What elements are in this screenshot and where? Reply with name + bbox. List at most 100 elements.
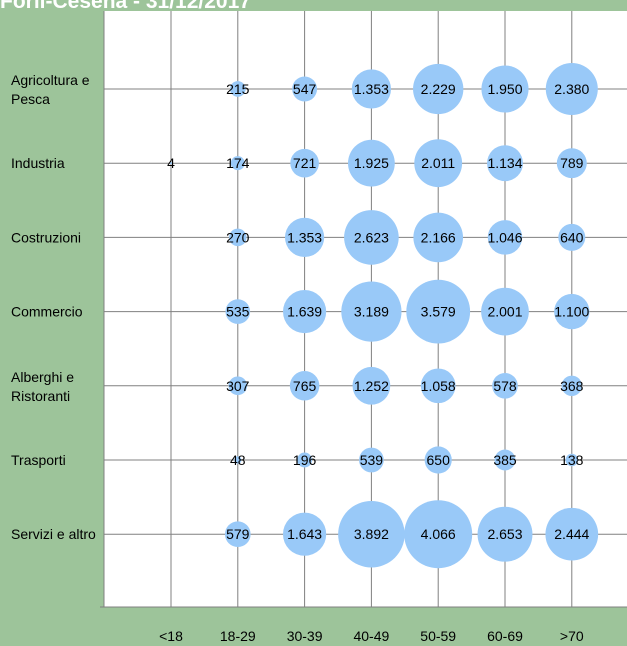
bubble-value-label: 138: [560, 452, 584, 468]
x-axis-label: 50-59: [420, 628, 456, 641]
bubble: [481, 287, 529, 336]
bubble: [297, 452, 313, 468]
bubble-value-label: 368: [560, 378, 584, 394]
bubble: [424, 446, 452, 474]
bubble-value-label: 721: [293, 155, 317, 171]
bubble-value-label: 2.229: [421, 81, 456, 97]
bubble: [348, 139, 395, 187]
bubble: [481, 65, 529, 113]
bubble-value-label: 789: [560, 155, 584, 171]
bubble: [545, 507, 599, 561]
bubble: [558, 223, 586, 251]
bubble-value-label: 539: [360, 452, 384, 468]
bubble: [413, 63, 464, 115]
bubble: [404, 500, 473, 569]
bubble-value-label: 1.100: [554, 304, 589, 320]
bubble-value-label: 640: [560, 229, 584, 245]
x-axis-labels: <18 18-29 30-39 40-49 50-59 60-69 >70: [159, 628, 584, 644]
bubble: [225, 299, 251, 324]
bubble: [359, 447, 384, 473]
bubble: [565, 453, 579, 467]
bubbles: [169, 62, 599, 569]
bubble-value-label: 1.353: [354, 81, 389, 97]
y-axis-label: Commercio: [11, 304, 83, 320]
bubble-value-label: 535: [226, 304, 250, 320]
bubble: [169, 162, 173, 165]
axes: [100, 11, 627, 608]
bubble: [351, 69, 392, 109]
bubble: [290, 148, 319, 178]
x-axis-label: 60-69: [487, 628, 523, 641]
bubble: [414, 139, 463, 188]
bubble-value-label: 196: [293, 452, 317, 468]
bubble: [561, 375, 583, 397]
bubble-value-label: 3.189: [354, 304, 389, 320]
bubble: [341, 281, 402, 342]
bubble-value-label: 3.892: [354, 526, 389, 542]
bubble: [224, 521, 251, 548]
bubble: [413, 212, 464, 263]
bubble-value-label: 650: [427, 452, 451, 468]
bubble-value-label: 48: [230, 452, 246, 468]
bubble: [477, 506, 533, 562]
bubble: [487, 220, 523, 255]
y-axis-label: Trasporti: [11, 452, 66, 468]
chart-title: Forlì-Cesena - 31/12/2017: [0, 0, 251, 13]
bubble: [230, 156, 245, 171]
bubble-value-label: 1.252: [354, 378, 389, 394]
bubble-value-label: 1.643: [287, 526, 322, 542]
bubble: [420, 368, 456, 404]
bubble-value-label: 3.579: [421, 304, 456, 320]
bubble: [229, 81, 246, 97]
bubble-value-label: 2.380: [554, 81, 589, 97]
bubble-value-label: 174: [226, 155, 250, 171]
bubble: [283, 290, 327, 334]
bubble: [556, 148, 587, 179]
bubble-value-label: 579: [226, 526, 250, 542]
bubble-value-label: 2.623: [354, 229, 389, 245]
bubble-value-label: 765: [293, 378, 317, 394]
bubble: [338, 500, 405, 568]
bubble: [545, 62, 598, 116]
bubble: [234, 456, 242, 464]
y-axis-label: Agricoltura e Pesca: [11, 72, 90, 107]
bubble-value-label: 1.058: [421, 378, 456, 394]
bubble: [494, 449, 516, 471]
bubble-value-label: 1.046: [487, 229, 522, 245]
bubble-value-label: 307: [226, 378, 250, 394]
bubble: [229, 228, 247, 247]
bubble-value-labels: 215 547 1.353 2.229 1.950 2.380 4 174 721 1.925 2.…: [167, 81, 589, 542]
bubble-value-label: 578: [493, 378, 517, 394]
bubble-value-label: 1.353: [287, 229, 322, 245]
bubble-value-label: 270: [226, 229, 250, 245]
bubble-value-label: 547: [293, 81, 317, 97]
bubble: [228, 376, 248, 396]
bubble: [344, 210, 399, 265]
x-axis-label: 30-39: [287, 628, 323, 641]
y-axis-labels: Agricoltura e Pesca Industria Costruzioni Co…: [11, 72, 96, 542]
y-axis-label: Servizi e altro: [11, 526, 96, 542]
x-axis-label: 40-49: [353, 628, 389, 641]
bubble-value-label: 2.166: [421, 229, 456, 245]
bubble-value-label: 2.011: [421, 155, 455, 171]
bubble-value-label: 1.925: [354, 155, 389, 171]
bubble: [292, 76, 318, 102]
bubble-value-label: 385: [493, 452, 517, 468]
bubble: [487, 145, 523, 182]
bubble: [406, 279, 471, 344]
bubble: [289, 371, 320, 401]
bubble-value-label: 1.134: [487, 155, 522, 171]
bubble-value-label: 2.444: [554, 526, 589, 542]
bubble-value-label: 215: [226, 81, 250, 97]
bubble: [554, 293, 590, 330]
bubble-value-label: 4.066: [421, 526, 456, 542]
bubble: [492, 372, 518, 399]
y-axis-label: Alberghi e Ristoranti: [11, 369, 74, 404]
x-axis-label: 18-29: [220, 628, 256, 641]
bubble-value-label: 1.950: [487, 81, 522, 97]
bubble-value-label: 4: [167, 155, 175, 171]
y-axis-label: Costruzioni: [11, 229, 81, 245]
bubble: [284, 217, 325, 258]
